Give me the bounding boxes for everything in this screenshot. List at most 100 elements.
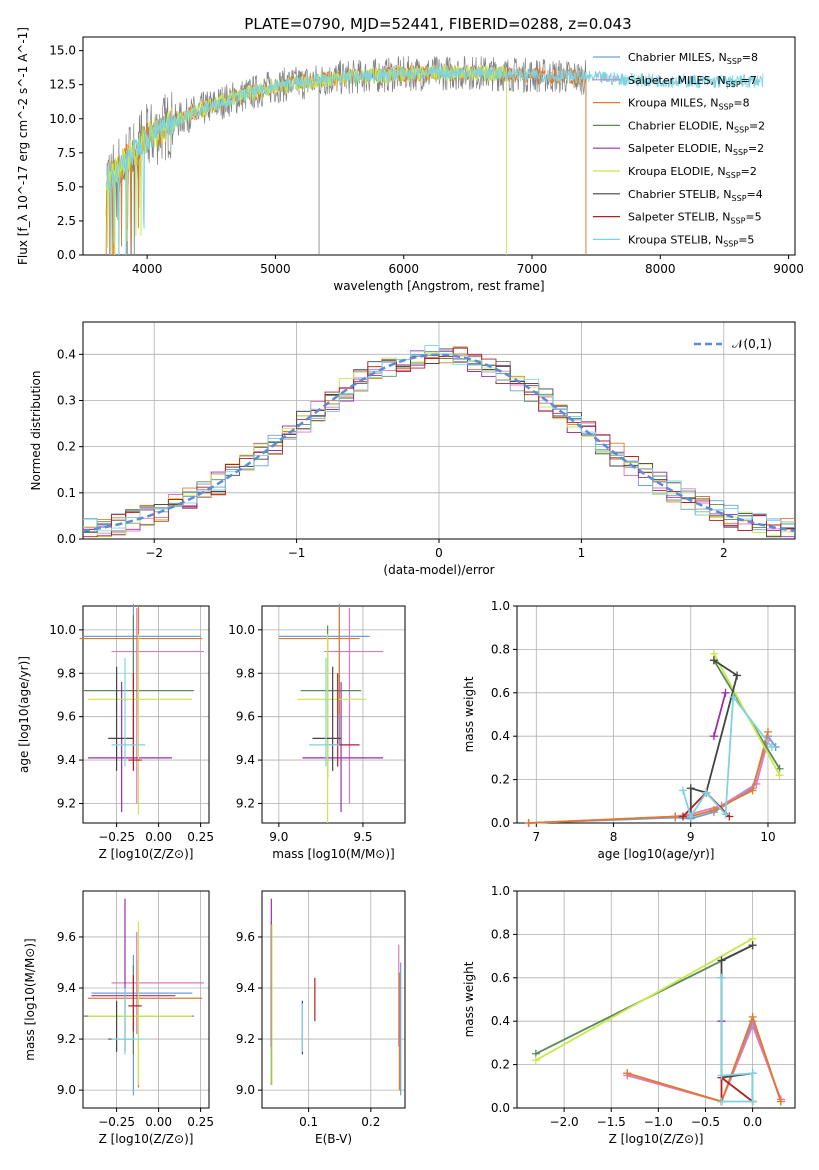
y-tick-label: 9.4 <box>236 981 255 995</box>
y-axis-label: mass weight <box>462 961 476 1037</box>
weight-line-chabrier_stelib <box>720 944 754 1102</box>
x-tick-label: 7 <box>532 830 540 844</box>
y-axis-label: mass weight <box>462 676 476 752</box>
spectrum-lines <box>105 55 764 255</box>
axes-frame <box>516 605 796 824</box>
y-tick-label: 0.6 <box>491 971 510 985</box>
y-tick-label: 9.4 <box>57 981 76 995</box>
y-tick-label: 9.2 <box>236 1032 255 1046</box>
x-tick-label: −2 <box>145 546 163 560</box>
legend-label: Salpeter STELIB, NSSP=5 <box>628 211 762 226</box>
weight-line-kroupa_stelib <box>720 977 754 1103</box>
weight-marker-kroupa_stelib <box>686 812 695 821</box>
weight-marker-kroupa_stelib <box>702 788 711 797</box>
x-tick-label: 7000 <box>517 262 548 276</box>
axes-weight_vs_age: 7 8 9 10 0.0 0.2 0.4 0.6 0.8 1.0 age [log10(age/yr… <box>462 599 796 861</box>
y-axis-label: Flux [f_λ 10^-17 erg cm^-2 s^-1 A^-1] <box>16 27 30 265</box>
gaussian-curve <box>82 353 796 533</box>
axes-weight_vs_Z: −2.0 −1.5 −1.0 −0.5 0.0 0.0 0.2 0.4 0.6 0.8 1.0 Z [… <box>462 884 796 1146</box>
legend-label: Salpeter MILES, NSSP=7 <box>628 74 757 89</box>
weight-marker-kroupa_miles <box>763 727 772 736</box>
x-tick-label: 0.25 <box>187 830 214 844</box>
weight-marker-salpeter_elodie <box>721 688 730 697</box>
y-tick-label: 2.5 <box>57 214 76 228</box>
axes-frame <box>82 605 210 824</box>
legend-label: Salpeter ELODIE, NSSP=2 <box>628 142 764 157</box>
x-tick-label: 0.2 <box>361 1115 380 1129</box>
y-tick-label: 1.0 <box>491 599 510 613</box>
y-tick-label: 9.6 <box>236 710 255 724</box>
weight-marker-kroupa_stelib <box>748 1097 757 1106</box>
y-tick-label: 7.5 <box>57 146 76 160</box>
y-tick-label: 0.4 <box>491 729 510 743</box>
legend-label: Kroupa STELIB, NSSP=5 <box>628 233 754 248</box>
x-axis-label: Z [log10(Z/Z⊙)] <box>99 847 194 861</box>
weight-marker-chabrier_stelib <box>748 941 757 950</box>
y-tick-label: 0.2 <box>57 440 76 454</box>
y-tick-label: 0.0 <box>491 816 510 830</box>
histogram-kroupa_stelib <box>83 344 795 532</box>
weight-line-kroupa_miles <box>528 731 769 824</box>
lines-weight_vs_age <box>524 649 784 827</box>
weight-marker-kroupa_stelib <box>767 743 776 752</box>
x-axis-label: age [log10(age/yr)] <box>598 847 715 861</box>
axes-frame <box>261 890 406 1109</box>
weight-line-kroupa_stelib <box>682 694 773 819</box>
y-tick-label: 9.8 <box>236 666 255 680</box>
weight-marker-kroupa_elodie <box>531 1056 540 1065</box>
x-tick-label: 0 <box>435 546 443 560</box>
x-tick-label: 5000 <box>260 262 291 276</box>
x-tick-label: −0.5 <box>691 1115 720 1129</box>
x-tick-label: 0.0 <box>743 1115 762 1129</box>
x-tick-label: 8 <box>610 830 618 844</box>
y-tick-label: 10.0 <box>228 623 255 637</box>
y-tick-label: 9.2 <box>57 796 76 810</box>
errorbars-age_vs_mass <box>278 603 384 823</box>
x-tick-label: 2 <box>720 546 728 560</box>
y-tick-label: 9.0 <box>236 1083 255 1097</box>
x-tick-label: −1.0 <box>644 1115 673 1129</box>
weight-marker-kroupa_stelib <box>721 810 730 819</box>
spectrum-legend: Chabrier MILES, NSSP=8 Salpeter MILES, NS… <box>593 51 765 248</box>
weight-marker-salpeter_stelib <box>679 812 688 821</box>
axes-age_vs_Z: −0.25 0.00 0.25 9.2 9.4 9.6 9.8 10.0 Z [log10(Z/… <box>17 605 214 861</box>
y-axis-label: age [log10(age/yr)] <box>17 656 31 773</box>
weight-line-kroupa_miles <box>627 1014 782 1103</box>
y-tick-label: 0.8 <box>491 642 510 656</box>
weight-marker-kroupa_miles <box>776 1097 785 1106</box>
weight-marker-kroupa_stelib <box>729 693 738 702</box>
x-tick-label: 8000 <box>645 262 676 276</box>
legend-label: Chabrier STELIB, NSSP=4 <box>628 188 763 203</box>
weight-marker-kroupa_stelib <box>679 786 688 795</box>
legend-label: Chabrier ELODIE, NSSP=2 <box>628 119 765 134</box>
weight-marker-kroupa_elodie <box>775 771 784 780</box>
y-tick-label: 9.6 <box>57 930 76 944</box>
y-tick-label: 0.2 <box>491 1058 510 1072</box>
figure-title: PLATE=0790, MJD=52441, FIBERID=0288, z=0… <box>244 15 631 33</box>
y-tick-label: 9.0 <box>57 1083 76 1097</box>
weight-marker-chabrier_stelib <box>717 956 726 965</box>
weight-marker-chabrier_stelib <box>733 671 742 680</box>
axes-mass_vs_ebv: 0.1 0.2 9.0 9.2 9.4 9.6 E(B-V) <box>236 890 406 1146</box>
weight-marker-kroupa_miles <box>748 1012 757 1021</box>
legend-label: Chabrier MILES, NSSP=8 <box>628 51 758 66</box>
axes-frame <box>516 890 796 1109</box>
x-tick-label: −1.5 <box>597 1115 626 1129</box>
weight-marker-kroupa_miles <box>623 1069 632 1078</box>
x-tick-label: 4000 <box>132 262 163 276</box>
histogram-salpeter_stelib <box>83 347 795 538</box>
weight-marker-chabrier_stelib <box>709 656 718 665</box>
y-tick-label: 0.6 <box>491 686 510 700</box>
y-tick-label: 0.8 <box>491 927 510 941</box>
axes-age_vs_mass: 9.0 9.5 9.2 9.4 9.6 9.8 10.0 mass [log10(M/M⊙)] <box>228 605 406 861</box>
y-tick-label: 0.0 <box>57 532 76 546</box>
x-tick-label: −2.0 <box>550 1115 579 1129</box>
weight-marker-kroupa_miles <box>709 805 718 814</box>
y-tick-label: 9.4 <box>57 753 76 767</box>
x-tick-label: 0.1 <box>299 1115 318 1129</box>
errorbars-mass_vs_Z <box>83 898 204 1096</box>
y-tick-label: 1.0 <box>491 884 510 898</box>
y-tick-label: 0.1 <box>57 486 76 500</box>
x-tick-label: 9.0 <box>269 830 288 844</box>
